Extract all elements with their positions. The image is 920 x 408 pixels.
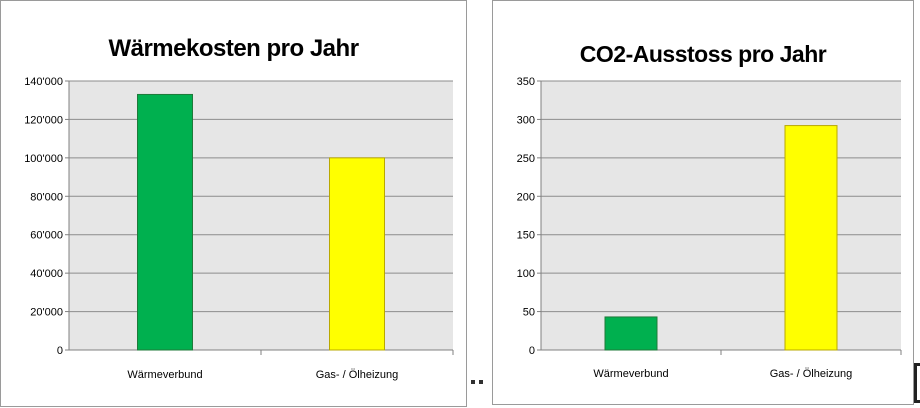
bar-gas-oelheizung <box>784 125 838 351</box>
y-tick-label: 0 <box>529 345 535 357</box>
y-tick-label: 100'000 <box>24 153 63 165</box>
chart-title: CO2-Ausstoss pro Jahr <box>579 41 827 67</box>
y-tick-label: 60'000 <box>30 230 63 242</box>
y-tick-label: 200 <box>517 191 535 203</box>
cropped-edge-mark <box>914 363 920 403</box>
y-tick-label: 100 <box>517 268 535 280</box>
heating-cost-chart: 0 20'000 40'000 60'000 80'000 100'000 120'000 1… <box>24 76 454 381</box>
x-tick-label: Gas- / Ölheizung <box>770 368 853 380</box>
chart-title: Wärmekosten pro Jahr <box>108 35 359 62</box>
y-tick-label: 300 <box>517 114 535 126</box>
x-tick-label: Gas- / Ölheizung <box>316 369 399 381</box>
y-tick-label: 120'000 <box>24 114 63 126</box>
bar-waermeverbund <box>137 93 193 351</box>
y-tick-label: 150 <box>517 230 535 242</box>
co2-emission-chart-panel: CO2-Ausstoss pro Jahr 0 50 100 150 200 250 300… <box>492 0 914 405</box>
stray-dots-marker <box>471 380 489 386</box>
bar-gas-oelheizung <box>329 157 385 351</box>
x-tick-label: Wärmeverbund <box>127 369 202 381</box>
y-tick-label: 80'000 <box>30 191 63 203</box>
co2-emission-chart: 0 50 100 150 200 250 300 350 Wärmeverbund Gas- / … <box>517 76 902 380</box>
y-tick-label: 40'000 <box>30 268 63 280</box>
y-tick-label: 0 <box>57 345 63 357</box>
bar-waermeverbund <box>604 316 658 351</box>
y-tick-label: 350 <box>517 76 535 88</box>
x-tick-label: Wärmeverbund <box>593 368 668 380</box>
y-tick-label: 250 <box>517 153 535 165</box>
plot-area <box>541 81 901 350</box>
y-tick-label: 20'000 <box>30 307 63 319</box>
y-tick-label: 50 <box>523 307 535 319</box>
heating-cost-chart-panel: Wärmekosten pro Jahr 0 20'000 40'000 60'000… <box>0 0 467 407</box>
plot-area <box>69 81 453 350</box>
y-tick-label: 140'000 <box>24 76 63 88</box>
